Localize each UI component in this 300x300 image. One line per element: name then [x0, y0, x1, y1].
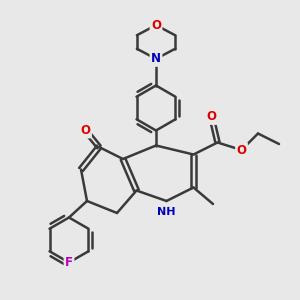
Text: N: N	[161, 205, 171, 218]
Text: O: O	[151, 19, 161, 32]
Text: O: O	[236, 143, 247, 157]
Text: O: O	[206, 110, 217, 124]
Text: N: N	[151, 52, 161, 65]
Text: NH: NH	[157, 207, 176, 218]
Text: F: F	[65, 256, 73, 269]
Text: O: O	[80, 124, 91, 137]
